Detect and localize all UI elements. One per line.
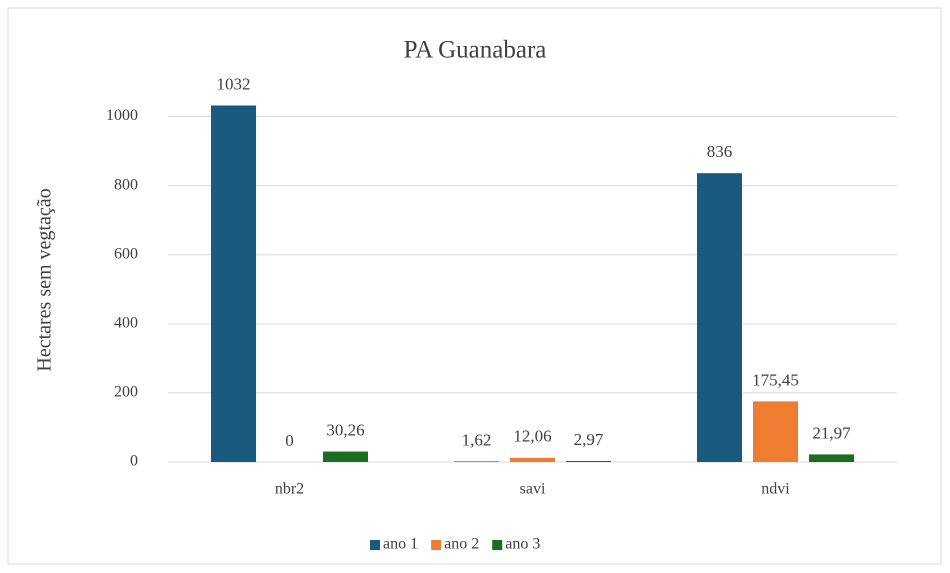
data-label: 12,06 [513, 427, 551, 446]
data-label: 2,97 [574, 430, 604, 449]
data-label: 1,62 [462, 430, 492, 449]
bar [211, 105, 256, 462]
x-tick-label: nbr2 [275, 481, 304, 498]
bar [809, 454, 854, 462]
bar [510, 457, 555, 462]
data-label: 30,26 [326, 420, 364, 439]
data-label: 175,45 [752, 370, 799, 389]
x-tick-label: savi [520, 481, 546, 498]
chart-border [7, 7, 942, 565]
legend-swatch [492, 540, 503, 550]
legend-swatch [370, 540, 380, 550]
bar [697, 173, 742, 462]
data-label: 1032 [217, 74, 251, 93]
data-label: 836 [707, 142, 733, 161]
bar [566, 460, 611, 462]
x-tick-label: ndvi [761, 481, 790, 498]
data-label: 21,97 [812, 423, 851, 442]
legend-swatch [431, 540, 442, 550]
y-tick-label: 0 [130, 453, 138, 470]
legend-label: ano 2 [444, 536, 479, 553]
data-label: 0 [285, 431, 294, 450]
legend-label: ano 1 [383, 536, 418, 553]
bar [454, 461, 499, 462]
y-tick-label: 600 [114, 245, 138, 262]
y-tick-label: 400 [114, 314, 138, 331]
bar [323, 451, 368, 462]
legend-label: ano 3 [505, 536, 540, 553]
y-tick-label: 800 [114, 176, 138, 193]
y-tick-label: 200 [114, 384, 138, 401]
y-axis-label: Hectares sem vegtação [34, 188, 56, 371]
chart-title: PA Guanabara [404, 37, 547, 64]
bar [753, 401, 798, 462]
y-tick-label: 1000 [106, 107, 138, 124]
